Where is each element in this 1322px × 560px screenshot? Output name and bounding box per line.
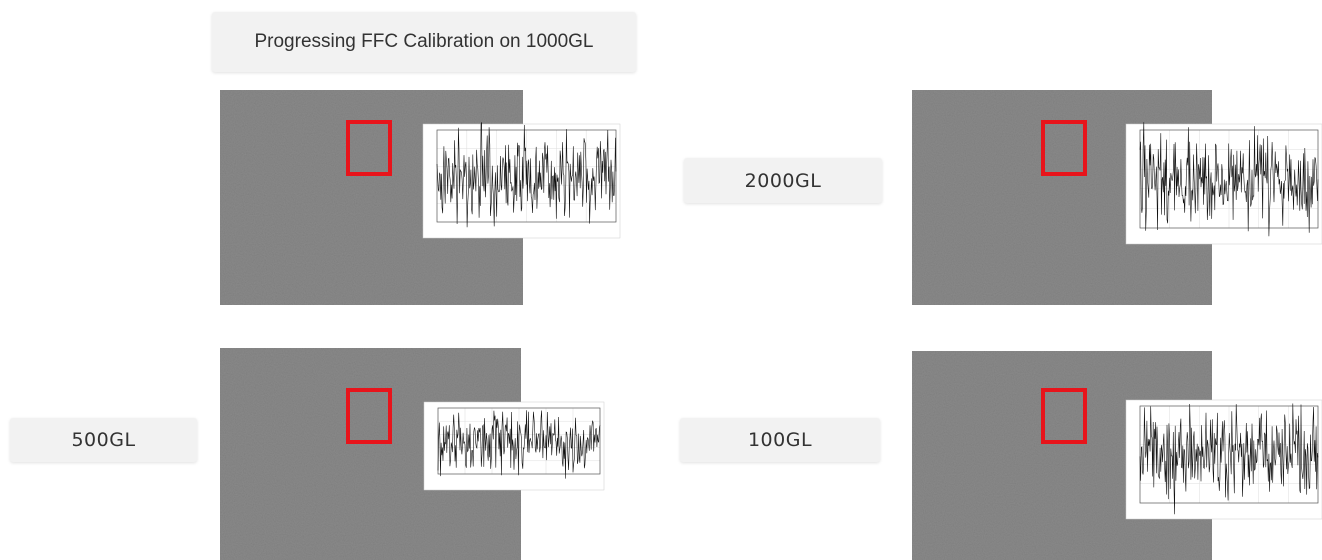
detector-image bbox=[220, 348, 521, 560]
page: Progressing FFC Calibration on 1000GL 20… bbox=[0, 0, 1322, 560]
profile-plot bbox=[1126, 124, 1322, 244]
roi-box bbox=[348, 390, 390, 442]
profile-plot bbox=[1126, 400, 1322, 519]
plot-frame bbox=[437, 130, 616, 222]
title: Progressing FFC Calibration on 1000GL bbox=[254, 31, 593, 53]
plot-frame bbox=[1140, 130, 1318, 228]
label: 2000GL bbox=[745, 170, 822, 192]
plot-frame bbox=[438, 408, 600, 474]
title-box: Progressing FFC Calibration on 1000GL bbox=[212, 12, 636, 72]
profile-plot bbox=[423, 124, 620, 238]
plot-frame bbox=[1140, 406, 1318, 503]
label: 500GL bbox=[71, 429, 135, 451]
roi-box bbox=[348, 122, 390, 174]
detector-image bbox=[912, 90, 1212, 305]
label-box: 100GL bbox=[680, 418, 880, 462]
detector-image bbox=[220, 90, 523, 305]
profile-line bbox=[1140, 122, 1318, 236]
roi-box bbox=[1043, 122, 1085, 174]
detector-image bbox=[912, 351, 1212, 560]
label-box: 500GL bbox=[10, 418, 197, 462]
profile-line bbox=[437, 122, 616, 227]
label-box: 2000GL bbox=[684, 158, 882, 203]
profile-plot bbox=[424, 402, 604, 490]
profile-line bbox=[438, 410, 600, 478]
label: 100GL bbox=[748, 429, 812, 451]
roi-box bbox=[1043, 390, 1085, 442]
figures bbox=[0, 0, 1322, 560]
profile-line bbox=[1140, 404, 1318, 515]
